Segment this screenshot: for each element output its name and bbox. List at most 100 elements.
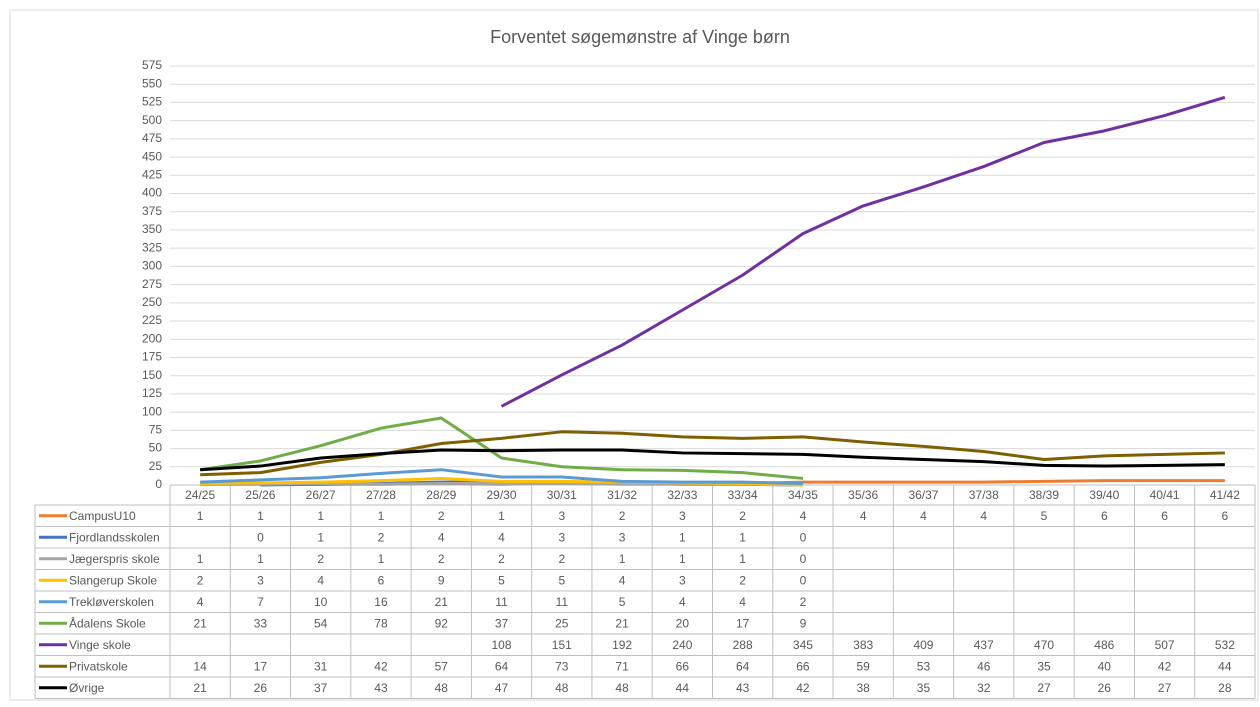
table-value: 11 (556, 595, 569, 609)
y-tick-label: 500 (142, 113, 162, 127)
y-tick-label: 475 (142, 131, 162, 145)
table-value: 47 (495, 681, 509, 695)
table-value: 1 (317, 530, 324, 544)
legend-label: Ådalens Skole (69, 615, 146, 630)
table-value: 6 (1161, 509, 1168, 523)
x-tick-label: 39/40 (1089, 488, 1119, 502)
y-tick-label: 225 (142, 313, 162, 327)
table-value: 2 (558, 552, 565, 566)
table-value: 48 (615, 681, 629, 695)
table-value: 20 (676, 616, 690, 630)
y-tick-label: 125 (142, 386, 162, 400)
table-value: 4 (438, 530, 445, 544)
x-tick-label: 35/36 (848, 488, 878, 502)
legend-label: CampusU10 (69, 509, 136, 523)
y-tick-label: 25 (149, 459, 163, 473)
table-value: 3 (257, 573, 264, 587)
table-value: 108 (492, 638, 512, 652)
table-value: 1 (257, 509, 264, 523)
table-value: 3 (679, 573, 686, 587)
x-tick-label: 30/31 (547, 488, 577, 502)
table-value: 5 (558, 573, 565, 587)
table-value: 2 (438, 509, 445, 523)
table-value: 1 (378, 552, 385, 566)
table-value: 37 (314, 681, 328, 695)
chart-title: Forventet søgemønstre af Vinge børn (490, 27, 790, 47)
table-value: 38 (857, 681, 871, 695)
x-tick-label: 25/26 (245, 488, 275, 502)
table-value: 27 (1158, 681, 1172, 695)
table-value: 2 (800, 595, 807, 609)
table-value: 1 (317, 509, 324, 523)
table-value: 35 (1037, 659, 1051, 673)
table-value: 21 (193, 681, 207, 695)
table-value: 1 (498, 509, 505, 523)
x-tick-label: 29/30 (487, 488, 517, 502)
y-tick-label: 375 (142, 204, 162, 218)
table-value: 37 (495, 616, 509, 630)
table-value: 40 (1098, 659, 1112, 673)
x-tick-label: 31/32 (607, 488, 637, 502)
table-value: 25 (555, 616, 569, 630)
table-value: 486 (1094, 638, 1114, 652)
table-value: 151 (552, 638, 572, 652)
table-value: 507 (1155, 638, 1175, 652)
table-value: 9 (800, 616, 807, 630)
y-tick-label: 550 (142, 76, 162, 90)
table-value: 4 (920, 509, 927, 523)
table-value: 5 (498, 573, 505, 587)
y-tick-label: 525 (142, 95, 162, 109)
table-value: 17 (254, 659, 268, 673)
y-tick-label: 425 (142, 167, 162, 181)
table-value: 66 (676, 659, 690, 673)
table-value: 44 (676, 681, 690, 695)
table-value: 1 (679, 530, 686, 544)
table-value: 6 (1101, 509, 1108, 523)
table-value: 1 (378, 509, 385, 523)
y-tick-label: 200 (142, 331, 162, 345)
table-value: 1 (197, 552, 204, 566)
y-tick-label: 400 (142, 186, 162, 200)
y-tick-label: 150 (142, 368, 162, 382)
table-value: 11 (495, 595, 508, 609)
table-value: 2 (438, 552, 445, 566)
table-value: 1 (739, 530, 746, 544)
table-value: 14 (193, 659, 207, 673)
table-value: 71 (615, 659, 629, 673)
table-value: 21 (435, 595, 449, 609)
table-value: 2 (739, 573, 746, 587)
x-tick-label: 24/25 (185, 488, 215, 502)
series-line (200, 448, 1225, 472)
series-line (500, 95, 1226, 408)
table-value: 4 (619, 573, 626, 587)
table-value: 35 (917, 681, 931, 695)
y-tick-label: 350 (142, 222, 162, 236)
table-value: 21 (193, 616, 207, 630)
y-tick-label: 575 (142, 58, 162, 72)
table-value: 42 (796, 681, 810, 695)
y-tick-label: 50 (149, 441, 163, 455)
chart-frame (9, 9, 1259, 701)
table-value: 2 (619, 509, 626, 523)
table-value: 64 (736, 659, 750, 673)
table-value: 57 (435, 659, 449, 673)
table-value: 288 (733, 638, 753, 652)
table-value: 26 (254, 681, 268, 695)
y-tick-label: 250 (142, 295, 162, 309)
table-value: 3 (558, 530, 565, 544)
x-tick-label: 37/38 (969, 488, 999, 502)
table-value: 32 (977, 681, 991, 695)
table-value: 48 (435, 681, 449, 695)
table-value: 54 (314, 616, 328, 630)
x-tick-label: 38/39 (1029, 488, 1059, 502)
table-value: 64 (495, 659, 509, 673)
table-value: 6 (1222, 509, 1229, 523)
series-line (200, 468, 803, 486)
table-value: 4 (739, 595, 746, 609)
table-value: 3 (679, 509, 686, 523)
table-value: 1 (257, 552, 264, 566)
table-value: 1 (739, 552, 746, 566)
table-value: 2 (197, 573, 204, 587)
table-value: 10 (314, 595, 328, 609)
x-tick-label: 26/27 (306, 488, 336, 502)
